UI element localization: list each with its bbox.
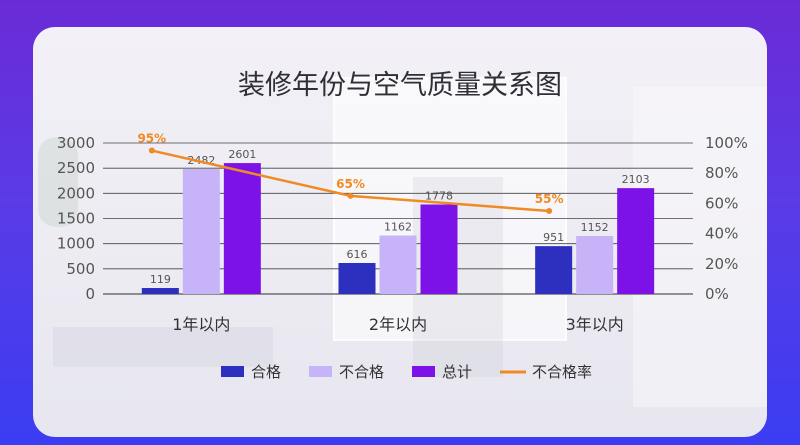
backdrop-plant	[38, 137, 78, 227]
legend-swatch	[309, 366, 332, 377]
category-label: 3年以内	[566, 315, 624, 334]
left-tick-label: 1500	[57, 210, 95, 228]
chart-card: 装修年份与空气质量关系图 0 500 1000 1500 2000 2500 3000 0%…	[33, 27, 767, 437]
right-axis: 0% 20% 40% 60% 80% 100%	[705, 134, 748, 303]
chart-svg: 装修年份与空气质量关系图 0 500 1000 1500 2000 2500 3000 0%…	[57, 70, 748, 381]
bar-value-label: 1162	[384, 221, 412, 234]
right-tick-label: 20%	[705, 255, 738, 273]
category-label: 2年以内	[369, 315, 427, 334]
left-tick-label: 500	[66, 260, 95, 278]
bar	[141, 288, 179, 294]
left-tick-label: 1000	[57, 235, 95, 253]
category-label: 1年以内	[172, 315, 230, 334]
bar-value-label: 616	[347, 248, 368, 261]
right-tick-label: 60%	[705, 194, 738, 212]
left-tick-label: 2500	[57, 159, 95, 177]
bar	[338, 262, 376, 294]
bar	[379, 235, 417, 294]
legend-label: 不合格率	[532, 363, 592, 381]
left-tick-label: 2000	[57, 184, 95, 202]
rate-label: 65%	[336, 177, 365, 191]
category-labels: 1年以内 2年以内 3年以内	[172, 315, 624, 334]
backdrop-desk	[53, 327, 273, 367]
legend-label: 合格	[251, 363, 281, 381]
left-tick-label: 3000	[57, 134, 95, 152]
bar	[420, 204, 458, 294]
right-tick-label: 40%	[705, 225, 738, 243]
left-tick-label: 0	[85, 285, 95, 303]
right-tick-label: 0%	[705, 285, 729, 303]
left-axis: 0 500 1000 1500 2000 2500 3000	[57, 134, 95, 303]
rate-point	[148, 147, 155, 154]
legend-label: 总计	[442, 363, 472, 381]
legend: 合格 不合格 总计 不合格率	[221, 363, 592, 381]
legend-swatch	[412, 366, 435, 377]
rate-point	[347, 192, 354, 199]
bar	[617, 188, 655, 294]
bar-value-label: 119	[150, 273, 171, 286]
right-tick-label: 80%	[705, 164, 738, 182]
bar-value-label: 2601	[228, 148, 256, 161]
legend-label: 不合格	[339, 363, 384, 381]
chart-title: 装修年份与空气质量关系图	[238, 70, 562, 101]
right-tick-label: 100%	[705, 134, 748, 152]
bar	[182, 169, 220, 294]
bar-value-label: 1152	[581, 221, 609, 234]
bar	[223, 163, 261, 294]
bar-value-label: 951	[543, 231, 564, 244]
legend-swatch	[221, 366, 244, 377]
bar	[576, 236, 614, 294]
bar-value-label: 1778	[425, 190, 453, 203]
backdrop-right-panel	[633, 87, 767, 407]
rate-line-group: 95% 65% 55%	[137, 132, 564, 214]
bar	[535, 246, 573, 294]
rate-label: 95%	[137, 132, 166, 146]
rate-label: 55%	[535, 192, 564, 206]
bar-value-label: 2103	[622, 173, 650, 186]
rate-point	[546, 207, 553, 214]
